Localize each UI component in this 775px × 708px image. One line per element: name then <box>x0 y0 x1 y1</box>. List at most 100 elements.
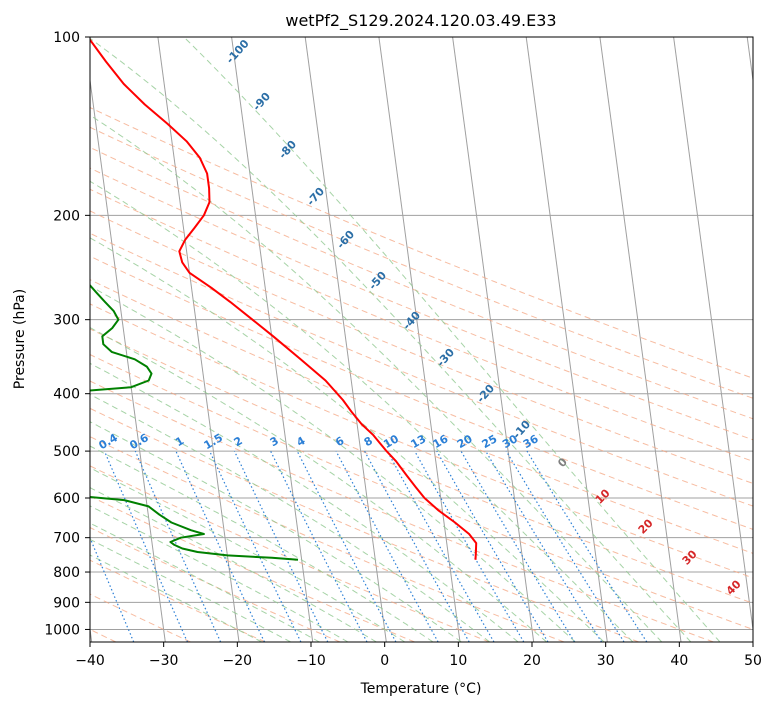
dry-adiabat-line <box>90 303 753 579</box>
moist-adiabat-line <box>90 327 547 642</box>
dry-adiabat-line <box>90 279 753 554</box>
y-tick-label: 800 <box>53 565 80 581</box>
dry-adiabat-line <box>90 593 191 642</box>
dry-adiabat-line <box>90 527 341 642</box>
y-tick-label: 400 <box>53 387 80 403</box>
mixing-ratio-line <box>460 450 576 642</box>
y-axis: 1000 900 800 700 600 500 400 300 200 100 <box>44 30 90 638</box>
dry-adiabat-label: -100 <box>224 37 252 66</box>
moist-adiabat-line <box>90 114 663 642</box>
mixing-ratio-line <box>103 450 189 642</box>
dry-adiabat-line <box>90 167 753 441</box>
x-axis-title: Temperature (°C) <box>360 681 482 697</box>
dry-adiabat-line <box>90 232 753 507</box>
moist-adiabat-label: 40 <box>724 577 744 597</box>
mixing-ratio-label: 8 <box>362 434 375 449</box>
moist-adiabat-line <box>90 393 491 642</box>
mixing-ratio-line <box>335 450 439 642</box>
moist-adiabat-line <box>90 445 434 642</box>
moist-adiabat-line <box>90 362 519 642</box>
x-tick-label: −40 <box>75 653 105 669</box>
y-tick-label: 1000 <box>44 622 80 638</box>
moist-adiabat-line <box>90 487 377 642</box>
x-axis: −40 −30 −20 −10 0 10 20 30 40 50 <box>75 642 762 669</box>
y-tick-label: 600 <box>53 491 80 507</box>
isotherm-line <box>746 37 753 85</box>
mixing-ratio-line <box>175 450 266 642</box>
y-axis-title: Pressure (hPa) <box>12 289 28 389</box>
y-tick-label: 700 <box>53 531 80 547</box>
isotherm-line <box>673 37 753 634</box>
isotherm-line <box>452 37 535 642</box>
mixing-ratio-line <box>364 450 470 642</box>
x-tick-label: 40 <box>670 653 688 669</box>
dry-adiabat-line <box>90 328 753 604</box>
dry-adiabat-line <box>90 354 753 630</box>
x-tick-label: 10 <box>449 653 467 669</box>
dewpoint-line <box>90 283 299 561</box>
mixing-ratio-line <box>505 450 625 642</box>
mixing-ratio-line <box>90 536 135 642</box>
dry-adiabat-line <box>90 188 753 462</box>
mixing-ratio-line <box>386 450 495 642</box>
moist-adiabat-line <box>90 505 349 642</box>
dry-adiabat-line <box>90 255 753 530</box>
x-tick-label: −30 <box>149 653 179 669</box>
dry-adiabats <box>90 106 753 642</box>
moist-adiabat-line <box>90 538 291 642</box>
mixing-ratio-label: 0.4 <box>97 431 121 452</box>
dry-adiabat-line <box>90 559 266 642</box>
x-tick-label: 0 <box>380 653 389 669</box>
chart-title: wetPf2_S129.2024.120.03.49.E33 <box>285 11 556 31</box>
y-tick-label: 300 <box>53 313 80 329</box>
dry-adiabat-line <box>90 210 753 484</box>
mixing-ratio-label: 4 <box>294 434 307 449</box>
y-tick-label: 200 <box>53 208 80 224</box>
temperature-line <box>90 38 478 560</box>
line-labels: 0.1 0.2 0.4 0.6 1 1.5 2 3 4 6 8 10 13 16 20 25 30 36-100-… <box>0 37 744 598</box>
moist-adiabat-label: 30 <box>680 547 700 567</box>
mixing-ratio-line <box>209 450 302 642</box>
x-tick-label: 20 <box>523 653 541 669</box>
isotherm-line <box>525 37 608 642</box>
dry-adiabat-line <box>90 465 490 642</box>
mixing-ratio-label: 3 <box>268 434 281 449</box>
mixing-ratio-line <box>526 450 648 642</box>
mixing-ratio-label: 13 <box>409 432 429 451</box>
moist-adiabat-line <box>90 421 462 642</box>
moist-adiabat-line <box>90 522 320 642</box>
isobar-grid <box>90 37 753 630</box>
mixing-ratio-lines <box>90 450 648 642</box>
dry-adiabat-line <box>90 495 415 642</box>
moist-adiabat-label: 20 <box>636 516 656 536</box>
profile-series <box>90 38 478 561</box>
dry-adiabat-line <box>90 436 565 642</box>
dry-adiabat-label: -60 <box>334 228 357 252</box>
y-tick-label: 100 <box>53 30 80 46</box>
y-tick-label: 500 <box>53 444 80 460</box>
mixing-ratio-label: 1.5 <box>202 431 225 452</box>
dry-adiabat-line <box>90 146 753 420</box>
isotherm-line <box>304 37 387 642</box>
x-tick-label: 30 <box>597 653 615 669</box>
dry-adiabat-line <box>90 407 639 642</box>
isotherm-line <box>157 37 240 642</box>
y-tick-label: 900 <box>53 595 80 611</box>
mixing-ratio-label: 0.1 <box>0 431 23 452</box>
dry-adiabat-label: -30 <box>434 346 457 370</box>
isotherm-line <box>231 37 314 642</box>
dry-adiabat-line <box>90 126 753 399</box>
mixing-ratio-label: 20 <box>455 432 475 451</box>
dry-adiabat-label: -40 <box>400 309 423 333</box>
moist-adiabat-line <box>90 554 263 642</box>
mixing-ratio-line <box>270 450 368 642</box>
mixing-ratio-label: 6 <box>333 434 346 449</box>
mixing-ratio-label: 0.6 <box>127 431 151 452</box>
moist-adiabat-line <box>90 237 605 642</box>
isotherm-grid <box>90 37 753 642</box>
mixing-ratio-line <box>485 450 603 642</box>
plot-frame <box>89 36 754 643</box>
mixing-ratio-line <box>296 450 397 642</box>
plot-area: 0.1 0.2 0.4 0.6 1 1.5 2 3 4 6 8 10 13 16 20 25 30 36-100-… <box>0 37 753 642</box>
